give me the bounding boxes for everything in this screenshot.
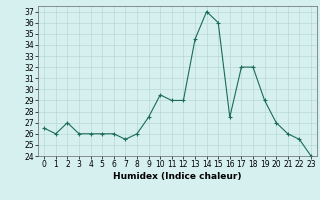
X-axis label: Humidex (Indice chaleur): Humidex (Indice chaleur) [113, 172, 242, 181]
